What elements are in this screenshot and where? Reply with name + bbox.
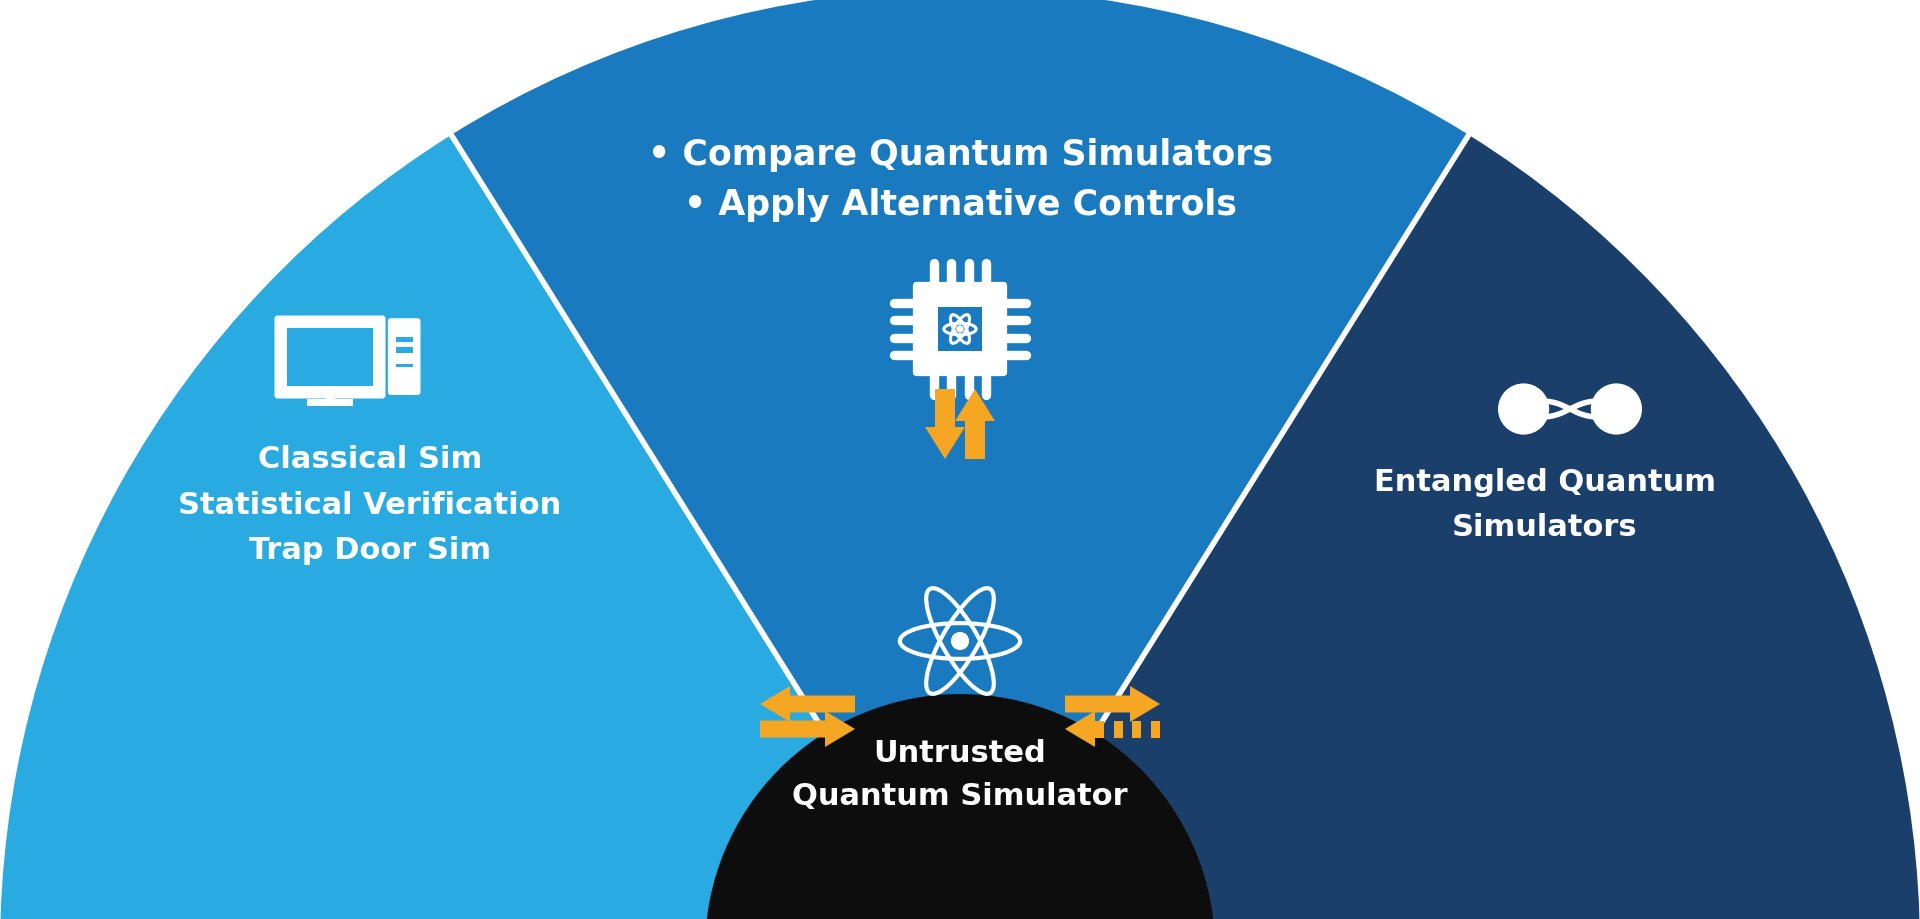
- Polygon shape: [1133, 720, 1140, 738]
- FancyBboxPatch shape: [275, 316, 386, 399]
- Polygon shape: [925, 390, 966, 460]
- Circle shape: [705, 694, 1215, 919]
- Polygon shape: [1114, 720, 1123, 738]
- Polygon shape: [1066, 711, 1094, 747]
- Circle shape: [1498, 384, 1549, 435]
- Wedge shape: [0, 136, 960, 919]
- Polygon shape: [760, 686, 854, 722]
- Polygon shape: [1066, 686, 1160, 722]
- Polygon shape: [760, 711, 854, 747]
- Bar: [286, 328, 372, 387]
- Circle shape: [1592, 384, 1642, 435]
- FancyBboxPatch shape: [912, 282, 1008, 377]
- Bar: [396, 337, 413, 343]
- Bar: [396, 364, 413, 368]
- Polygon shape: [1150, 720, 1160, 738]
- Text: Classical Sim
Statistical Verification
Trap Door Sim: Classical Sim Statistical Verification T…: [179, 445, 563, 564]
- Polygon shape: [1094, 720, 1104, 738]
- Text: • Compare Quantum Simulators
• Apply Alternative Controls: • Compare Quantum Simulators • Apply Alt…: [647, 138, 1273, 221]
- Circle shape: [956, 326, 964, 334]
- Text: Untrusted
Quantum Simulator: Untrusted Quantum Simulator: [793, 738, 1127, 810]
- Circle shape: [950, 632, 970, 651]
- Wedge shape: [960, 136, 1920, 919]
- Bar: [396, 348, 413, 354]
- Bar: [307, 400, 353, 406]
- Polygon shape: [954, 390, 995, 460]
- Wedge shape: [451, 0, 1469, 919]
- Bar: [937, 307, 983, 352]
- Text: Entangled Quantum
Simulators: Entangled Quantum Simulators: [1375, 468, 1716, 541]
- FancyBboxPatch shape: [388, 319, 420, 395]
